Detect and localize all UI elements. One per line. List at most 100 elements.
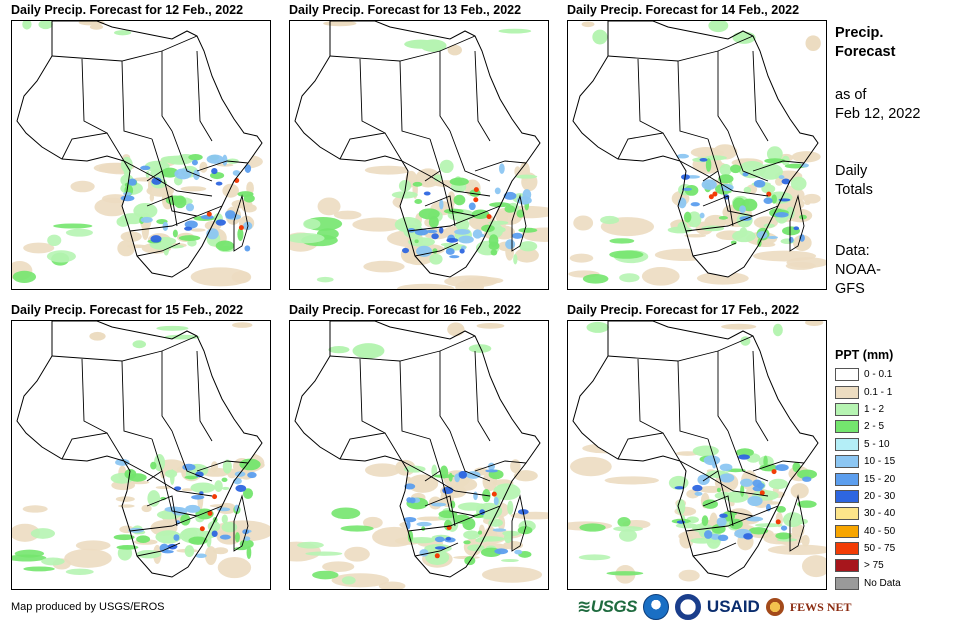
country-border — [401, 460, 491, 497]
noaa-logo-icon — [642, 594, 669, 620]
precip-patch — [421, 526, 426, 531]
usaid-logo: USAID — [706, 597, 760, 616]
precip-patch — [776, 505, 786, 513]
heavy-rain-cell — [486, 214, 492, 220]
precip-patch — [141, 504, 152, 513]
africa-landmass — [17, 21, 262, 277]
legend-label: No Data — [864, 577, 901, 589]
sidebar-type-line2: Totals — [835, 182, 873, 198]
precip-patch — [150, 461, 157, 470]
precip-patch — [719, 513, 728, 518]
precip-patch — [457, 502, 485, 511]
legend-item: 1 - 2 — [835, 401, 901, 418]
legend-label: 50 - 75 — [864, 543, 896, 555]
heavy-rain-cell — [491, 491, 497, 497]
ocean-drizzle-patch — [569, 253, 594, 263]
sidebar-data-line3: GFS — [835, 281, 865, 297]
country-border — [129, 205, 223, 232]
north-precip-patch — [352, 343, 385, 359]
precip-patch — [719, 473, 735, 483]
precip-patch — [763, 223, 775, 228]
precip-patch — [801, 534, 810, 547]
country-border — [136, 542, 181, 557]
map-panel-feb13 — [289, 20, 549, 290]
precip-patch — [468, 202, 476, 211]
country-border — [233, 494, 249, 552]
precip-patch — [775, 464, 789, 471]
ocean-rain-band — [619, 273, 640, 283]
country-border — [424, 195, 456, 227]
precip-patch — [438, 227, 444, 234]
precip-patch — [136, 549, 162, 559]
africa-outline — [294, 21, 541, 278]
ocean-rain-band — [582, 273, 609, 284]
heavy-rain-cell — [207, 510, 213, 516]
country-border — [474, 50, 491, 142]
precip-patch — [445, 248, 455, 255]
precip-patch — [477, 530, 483, 535]
heavy-rain-cell — [206, 211, 212, 217]
precip-map-svg — [568, 321, 826, 584]
ocean-drizzle-patch — [363, 260, 405, 273]
country-border — [129, 505, 223, 532]
precip-patch — [118, 504, 135, 508]
country-border — [439, 170, 476, 217]
precip-patch — [214, 480, 223, 492]
precip-patch — [188, 153, 203, 161]
precip-patch — [181, 488, 194, 492]
ocean-drizzle-patch — [331, 573, 390, 588]
precip-patch — [206, 154, 224, 164]
sidebar-as-of: as of Feb 12, 2022 — [835, 86, 920, 124]
ocean-rain-band — [65, 228, 93, 237]
country-border — [617, 132, 681, 162]
north-precip-patch — [323, 21, 357, 27]
precip-patch — [739, 205, 746, 213]
precip-patch — [180, 186, 207, 192]
precip-patch — [116, 545, 139, 550]
precip-patch — [247, 471, 257, 479]
legend-swatch — [835, 420, 859, 434]
legend-swatch — [835, 542, 859, 556]
ocean-rain-band — [312, 570, 339, 580]
precip-patch — [394, 217, 422, 233]
ocean-rain-band — [617, 516, 631, 528]
africa-outline — [16, 321, 263, 578]
precip-patch — [185, 504, 201, 513]
precip-patch — [767, 235, 778, 239]
precip-patch — [522, 189, 532, 201]
precip-patch — [792, 462, 801, 473]
country-border — [702, 195, 734, 227]
precip-patch — [797, 500, 817, 508]
ocean-drizzle-patch — [217, 556, 252, 579]
precip-patch — [211, 168, 218, 175]
precip-patch — [791, 151, 821, 163]
precip-patch — [761, 184, 776, 194]
precip-patch — [503, 191, 517, 200]
heavy-rain-cell — [708, 194, 714, 200]
precip-patch — [140, 216, 153, 223]
precip-patch — [391, 191, 418, 199]
precip-patch — [221, 522, 238, 533]
precip-patch — [455, 478, 478, 491]
country-border — [752, 350, 769, 442]
precip-patch — [446, 237, 459, 243]
heavy-rain-cell — [759, 490, 765, 496]
country-border — [414, 242, 459, 257]
precip-patch — [778, 175, 785, 180]
precip-patch — [516, 209, 525, 218]
legend-title: PPT (mm) — [835, 348, 894, 362]
ocean-drizzle-patch — [322, 561, 355, 573]
north-precip-patch — [805, 35, 821, 52]
precip-patch — [115, 496, 135, 502]
sidebar-title-line1: Precip. — [835, 25, 884, 41]
legend-swatch — [835, 402, 859, 416]
precip-patch — [204, 546, 217, 565]
sidebar-data-source: Data: NOAA- GFS — [835, 242, 881, 299]
precip-patch — [490, 249, 498, 256]
precip-patch — [790, 483, 809, 499]
precip-patch — [222, 459, 232, 474]
legend-item: 0.1 - 1 — [835, 383, 901, 400]
precip-patch — [515, 174, 538, 179]
precip-patch — [473, 491, 478, 501]
country-border — [81, 58, 108, 134]
